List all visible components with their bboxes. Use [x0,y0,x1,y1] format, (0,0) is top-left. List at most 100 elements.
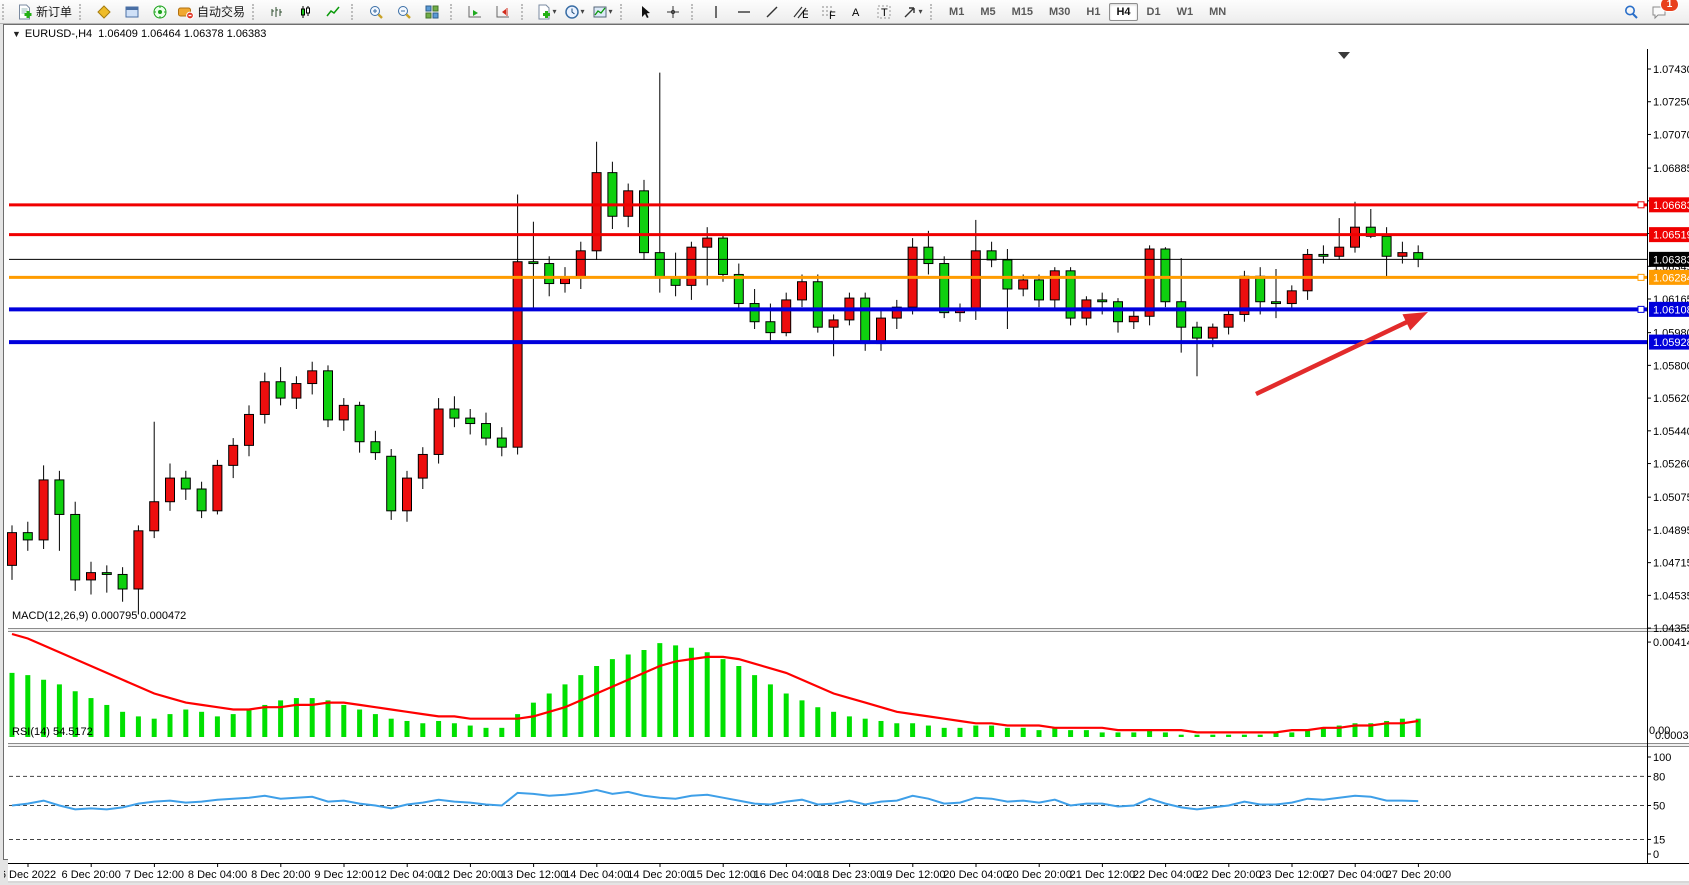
tile-windows-button[interactable] [418,1,446,23]
horizontal-line-icon [738,10,751,13]
candle [654,252,665,279]
rsi-panel[interactable] [9,775,1647,840]
indicators-button[interactable]: ▾ [588,1,616,23]
candle [54,479,65,515]
bar-chart-button[interactable] [263,1,291,23]
tile-windows-icon [425,5,439,18]
candle [338,404,349,421]
new-order-button[interactable]: 新订单 [13,1,75,23]
timeframe-H1[interactable]: H1 [1086,5,1101,18]
cursor-button[interactable] [631,1,659,23]
chevron-down-icon: ▾ [608,7,613,16]
auto-scroll-icon [468,5,482,17]
equidistant-channel-button[interactable]: E [786,1,814,23]
chevron-down-icon: ▾ [918,7,923,16]
navigator-button[interactable] [146,1,174,23]
candle [275,381,286,399]
candle [1002,259,1013,290]
svg-text:1.05260: 1.05260 [1653,459,1689,471]
svg-text:15: 15 [1653,834,1665,846]
svg-text:12 Dec 04:00: 12 Dec 04:00 [374,869,439,881]
timeframe-M30[interactable]: M30 [1049,5,1071,18]
chart-shift-marker[interactable] [1338,52,1350,59]
arrow-annotation[interactable] [1255,312,1428,397]
candle [307,370,318,385]
candle [528,261,539,265]
candle [1160,248,1171,303]
line-handle[interactable] [1637,305,1645,313]
svg-text:1.05800: 1.05800 [1653,360,1689,372]
svg-text:F: F [829,10,836,20]
candle [165,477,175,503]
candle [386,455,397,512]
chart-menu-icon[interactable]: ▼ [12,29,21,39]
chat-button[interactable]: 1 [1645,0,1679,23]
new-chart-button[interactable]: ▾ [532,1,560,23]
candle [1365,226,1376,237]
bar-chart-icon [271,6,283,17]
candle [1318,253,1329,257]
horizontal-line-button[interactable] [730,1,758,23]
candle [354,404,365,443]
new-chart-icon [538,4,550,19]
auto-trading-button[interactable]: 自动交易 [174,1,248,23]
vertical-line-button[interactable] [702,1,730,23]
svg-text:27 Dec 20:00: 27 Dec 20:00 [1386,869,1451,881]
horizontal-lines [9,201,1647,345]
macd-axis-zero: 0.00 [1649,725,1670,737]
svg-text:1.05440: 1.05440 [1653,426,1689,438]
timeframe-D1[interactable]: D1 [1146,5,1161,18]
svg-text:7 Dec 12:00: 7 Dec 12:00 [125,869,184,881]
data-window-icon [125,6,139,17]
candle [891,306,902,319]
line-handle[interactable] [1637,201,1645,209]
svg-text:T: T [881,7,888,19]
timeframe-M5[interactable]: M5 [980,5,996,18]
timeframe-M15[interactable]: M15 [1011,5,1033,18]
timeframe-MN[interactable]: MN [1209,5,1227,18]
candle [639,190,649,254]
timeframe-H4[interactable]: H4 [1109,2,1138,21]
timeframe-W1[interactable]: W1 [1176,5,1194,18]
candle [70,513,81,581]
line-chart-icon [326,6,340,16]
chart-canvas[interactable]: 1.074301.072501.070701.068851.067051.065… [4,25,1689,885]
svg-text:6 Dec 20:00: 6 Dec 20:00 [62,869,121,881]
candlestick-chart-button[interactable] [291,1,319,23]
rsi-indicator-label: RSI(14) 54.5172 [12,726,93,738]
chart-shift-button[interactable] [489,1,517,23]
periods-button[interactable]: ▾ [560,1,588,23]
fibonacci-button[interactable]: F [814,1,842,23]
search-button[interactable] [1617,1,1645,23]
svg-text:6 Dec 2022: 6 Dec 2022 [4,869,56,881]
zoom-out-button[interactable] [390,1,418,23]
trendline-button[interactable] [758,1,786,23]
line-chart-button[interactable] [319,1,347,23]
zoom-in-button[interactable] [362,1,390,23]
candle [1144,248,1155,317]
chart-shift-icon [496,5,510,17]
candle [1302,253,1313,292]
data-window-button[interactable] [118,1,146,23]
candle [86,572,96,581]
candle [812,281,823,328]
text-button[interactable]: A [842,1,870,23]
ohlc-low: 1.06378 [183,28,224,40]
macd-panel[interactable] [9,632,1421,737]
arrows-button[interactable]: ▾ [898,1,926,23]
line-handle[interactable] [1637,273,1645,281]
auto-scroll-button[interactable] [461,1,489,23]
candle [7,532,17,566]
candle [117,573,128,590]
candle [196,488,207,512]
market-watch-icon [97,4,111,19]
svg-text:1.04715: 1.04715 [1653,558,1689,570]
text-label-button[interactable]: T [870,1,898,23]
svg-text:18 Dec 23:00: 18 Dec 23:00 [817,869,882,881]
candle [1018,279,1029,290]
market-watch-button[interactable] [90,1,118,23]
timeframe-M1[interactable]: M1 [949,5,965,18]
candle [686,246,697,286]
crosshair-button[interactable] [659,1,687,23]
svg-text:27 Dec 04:00: 27 Dec 04:00 [1322,869,1387,881]
